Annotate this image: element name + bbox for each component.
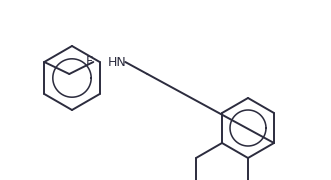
Text: HN: HN	[107, 55, 126, 69]
Text: F: F	[86, 55, 93, 69]
Text: N: N	[251, 179, 260, 180]
